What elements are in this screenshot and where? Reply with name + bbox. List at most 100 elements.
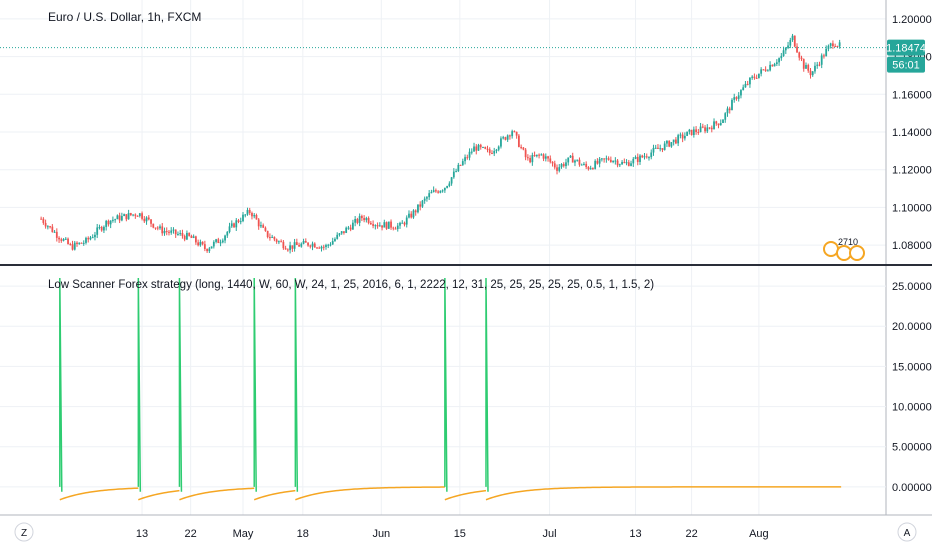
candle-body bbox=[571, 155, 574, 163]
candle-body bbox=[419, 204, 422, 207]
candle-body bbox=[823, 55, 825, 57]
candle-body bbox=[161, 226, 164, 234]
candle-body bbox=[464, 157, 466, 162]
time-axis-label: 22 bbox=[685, 528, 697, 540]
candle-body bbox=[457, 164, 460, 172]
candle-body bbox=[605, 158, 608, 160]
indicator-tick-label: 5.00000 bbox=[892, 442, 932, 454]
a-button-circle[interactable] bbox=[897, 522, 917, 542]
candle-body bbox=[42, 218, 45, 223]
candle-body bbox=[91, 237, 94, 239]
candle-body bbox=[114, 219, 117, 221]
candle-body bbox=[695, 129, 697, 132]
candle-body bbox=[230, 223, 233, 227]
indicator-pane-title: Low Scanner Forex strategy (long, 1440, … bbox=[48, 279, 654, 291]
log-scale-toggle[interactable]: Z bbox=[14, 522, 34, 542]
candle-body bbox=[710, 127, 713, 130]
candle-body bbox=[834, 46, 837, 48]
event-circle-2[interactable] bbox=[836, 245, 852, 261]
pane-divider[interactable] bbox=[0, 264, 932, 266]
time-axis-label: 15 bbox=[454, 528, 466, 540]
candle-body bbox=[441, 190, 444, 192]
price-pane-grid bbox=[0, 0, 886, 264]
candle-body bbox=[715, 121, 718, 124]
events-marker[interactable]: 2710 bbox=[823, 237, 865, 261]
candle-body bbox=[645, 156, 648, 158]
candle-body bbox=[46, 226, 49, 228]
candle-body bbox=[814, 65, 816, 72]
candle-body bbox=[111, 219, 114, 221]
current-price-box bbox=[887, 39, 925, 56]
candle-body bbox=[396, 225, 399, 229]
candle-body bbox=[154, 227, 157, 229]
event-circle-1[interactable] bbox=[823, 241, 839, 257]
candle-body bbox=[67, 238, 69, 245]
candle-body bbox=[540, 154, 543, 156]
candle-body bbox=[576, 159, 579, 161]
candle-body bbox=[657, 147, 659, 149]
candle-body bbox=[134, 214, 137, 216]
candle-body bbox=[226, 231, 229, 236]
candle-body bbox=[313, 243, 316, 248]
candle-body bbox=[728, 108, 731, 111]
candle-body bbox=[273, 236, 276, 240]
candle-body bbox=[547, 156, 549, 159]
candle-body bbox=[403, 222, 406, 225]
candle-body bbox=[188, 232, 191, 236]
candle-body bbox=[412, 210, 415, 218]
candle-body bbox=[443, 187, 446, 191]
candle-body bbox=[778, 58, 780, 63]
candle-body bbox=[517, 135, 520, 147]
candle-body bbox=[533, 155, 536, 157]
candle-body bbox=[298, 244, 300, 247]
candle-body bbox=[356, 218, 359, 223]
candle-body bbox=[551, 161, 554, 164]
candle-body bbox=[719, 122, 722, 126]
candle-body bbox=[410, 213, 413, 218]
candle-body bbox=[798, 52, 801, 58]
candle-body bbox=[262, 225, 265, 228]
event-circle-3[interactable] bbox=[849, 245, 865, 261]
candle-body bbox=[401, 222, 404, 224]
price-tick-label: 1.20000 bbox=[892, 14, 932, 26]
candle-body bbox=[675, 139, 677, 144]
candle-body bbox=[100, 227, 103, 231]
current-price-badge: 1.18474 56:01 bbox=[886, 39, 926, 73]
candle-body bbox=[141, 213, 143, 219]
candle-body bbox=[740, 90, 742, 96]
candle-body bbox=[531, 155, 534, 163]
candle-body bbox=[183, 235, 186, 240]
candle-body bbox=[580, 164, 583, 166]
candle-body bbox=[293, 242, 296, 249]
candle-body bbox=[764, 69, 767, 71]
candle-body bbox=[612, 160, 614, 162]
candle-body bbox=[749, 77, 751, 85]
price-candles[interactable] bbox=[40, 33, 841, 254]
candle-body bbox=[560, 164, 563, 168]
candle-body bbox=[170, 230, 173, 233]
candle-body bbox=[616, 160, 619, 166]
candle-body bbox=[127, 213, 130, 220]
price-tick-label: 1.12000 bbox=[892, 165, 932, 177]
candle-body bbox=[378, 225, 381, 227]
candle-body bbox=[769, 64, 772, 71]
candle-body bbox=[448, 183, 451, 187]
candle-body bbox=[672, 139, 675, 143]
candle-body bbox=[168, 231, 170, 233]
candle-body bbox=[248, 209, 251, 214]
z-button-label: Z bbox=[21, 528, 27, 539]
z-button-circle[interactable] bbox=[14, 522, 34, 542]
candle-body bbox=[246, 209, 249, 215]
candle-body bbox=[275, 239, 278, 242]
auto-scale-toggle[interactable]: A bbox=[897, 522, 917, 542]
candle-body bbox=[343, 231, 345, 233]
candle-body bbox=[690, 129, 693, 135]
candle-body bbox=[686, 131, 689, 136]
candle-body bbox=[390, 221, 392, 228]
candle-body bbox=[614, 160, 617, 162]
candle-body bbox=[836, 46, 839, 48]
candle-body bbox=[64, 238, 67, 240]
candle-body bbox=[526, 157, 529, 159]
candle-body bbox=[683, 135, 686, 139]
